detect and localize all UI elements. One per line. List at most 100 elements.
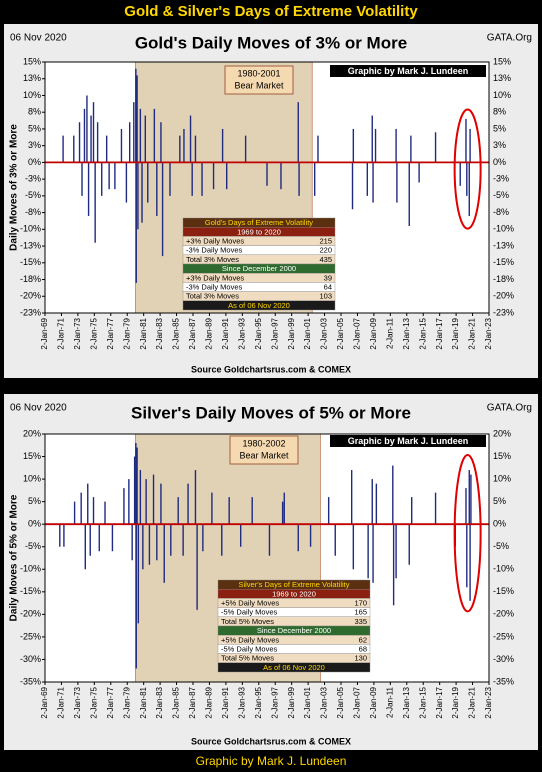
table-value: 103 [319,292,332,301]
table-cell: Total 5% Moves [221,654,274,663]
x-tick-label: 2-Jan-71 [57,317,66,349]
annotation-text: Bear Market [234,80,284,90]
x-tick-label: 2-Jan-05 [336,317,345,349]
y-tick-label: 0% [28,157,41,167]
credit-box [330,65,486,77]
y-tick-label-right: 13% [493,73,511,83]
date-label: 06 Nov 2020 [10,33,67,44]
y-tick-label-right: -10% [493,224,514,234]
x-tick-label: 2-Jan-79 [122,686,131,718]
highlight-ellipse [453,108,482,230]
y-tick-label: -5% [25,190,41,200]
y-tick-label: -15% [20,257,41,267]
y-tick-label-right: 10% [493,90,511,100]
x-tick-label: 2-Jan-19 [451,317,460,349]
x-tick-label: 2-Jan-07 [353,686,362,718]
table-cell: +3% Daily Moves [186,236,244,245]
x-tick-label: 2-Jan-99 [287,686,296,718]
plot-frame [44,433,490,683]
y-tick-label: 10% [23,90,41,100]
x-tick-label: 2-Jan-81 [139,317,148,349]
x-tick-label: 2-Jan-15 [418,317,427,349]
table-cell: Since December 2000 [222,264,296,273]
credit-text: Graphic by Mark J. Lundeen [348,66,469,76]
y-tick-label-right: 0% [493,519,506,529]
x-tick-label: 2-Jan-79 [122,317,131,349]
x-tick-label: 2-Jan-09 [369,686,378,718]
x-tick-label: 2-Jan-01 [303,686,312,718]
x-tick-label: 2-Jan-21 [468,317,477,349]
x-tick-label: 2-Jan-03 [320,317,329,349]
table-cell: Gold's Days of Extreme Volatility [205,218,313,227]
y-axis-title: Daily Moves of 3% or More [9,124,20,251]
y-tick-label: -25% [20,631,41,641]
y-tick-label-right: 0% [493,157,506,167]
table-value: 39 [324,273,332,282]
table-row [217,662,371,673]
y-tick-label: 15% [23,451,41,461]
x-tick-label: 2-Jan-91 [221,686,230,718]
x-tick-label: 2-Jan-13 [402,686,411,718]
x-tick-label: 2-Jan-97 [270,686,279,718]
x-tick-label: 2-Jan-93 [237,686,246,718]
annotation-text: 1980-2002 [242,438,285,448]
y-tick-label: -13% [20,240,41,250]
y-tick-label-right: 15% [493,451,511,461]
site-label: GATA.Org [487,33,532,44]
y-tick-label: -23% [20,307,41,317]
x-tick-label: 2-Jan-01 [303,317,312,349]
x-tick-label: 2-Jan-15 [418,686,427,718]
x-tick-label: 2-Jan-83 [155,317,164,349]
y-tick-label-right: 15% [493,56,511,66]
y-tick-label-right: 8% [493,107,506,117]
y-tick-label: -5% [25,541,41,551]
table-value: 335 [354,617,367,626]
y-tick-label-right: -18% [493,274,514,284]
y-tick-label-right: 5% [493,496,506,506]
y-tick-label-right: -3% [493,174,509,184]
y-tick-label-right: -8% [493,207,509,217]
x-tick-label: 2-Jan-87 [188,317,197,349]
x-tick-label: 2-Jan-69 [40,686,49,718]
y-tick-label: 20% [23,428,41,438]
table-value: 435 [319,255,332,264]
y-tick-label-right: 3% [493,140,506,150]
credit-box [330,435,486,447]
table-value: 130 [354,654,367,663]
y-tick-label: -10% [20,564,41,574]
annotation-text: 1980-2001 [237,68,280,78]
y-tick-label-right: -5% [493,190,509,200]
page-title: Gold & Silver's Days of Extreme Volatili… [124,3,418,20]
x-tick-label: 2-Jan-91 [221,317,230,349]
x-tick-label: 2-Jan-81 [139,686,148,718]
y-tick-label-right: -20% [493,609,514,619]
table-cell: As of 06 Nov 2020 [263,663,325,672]
y-tick-label: 5% [28,123,41,133]
x-tick-label: 2-Jan-07 [353,317,362,349]
y-tick-label: 13% [23,73,41,83]
chart-title: Silver's Daily Moves of 5% or More [131,403,411,422]
y-tick-label: 5% [28,496,41,506]
table-cell: Total 5% Moves [221,617,274,626]
source-note: Source Goldchartsrus.com & COMEX [191,736,351,746]
table-cell: +5% Daily Moves [221,598,279,607]
y-tick-label: -15% [20,586,41,596]
y-tick-label-right: 10% [493,473,511,483]
y-tick-label: 8% [28,107,41,117]
x-tick-label: 2-Jan-75 [89,317,98,349]
x-tick-label: 2-Jan-99 [287,317,296,349]
x-tick-label: 2-Jan-23 [484,317,493,349]
y-tick-label-right: -5% [493,541,509,551]
x-tick-label: 2-Jan-03 [320,686,329,718]
table-cell: +3% Daily Moves [186,273,244,282]
y-tick-label: -20% [20,609,41,619]
y-tick-label: -30% [20,654,41,664]
x-tick-label: 2-Jan-95 [254,686,263,718]
table-cell: 1969 to 2020 [272,589,316,598]
x-tick-label: 2-Jan-89 [205,686,214,718]
table-cell: Total 3% Moves [186,255,239,264]
x-tick-label: 2-Jan-21 [468,686,477,718]
table-value: 165 [354,608,367,617]
table-value: 64 [324,282,332,291]
